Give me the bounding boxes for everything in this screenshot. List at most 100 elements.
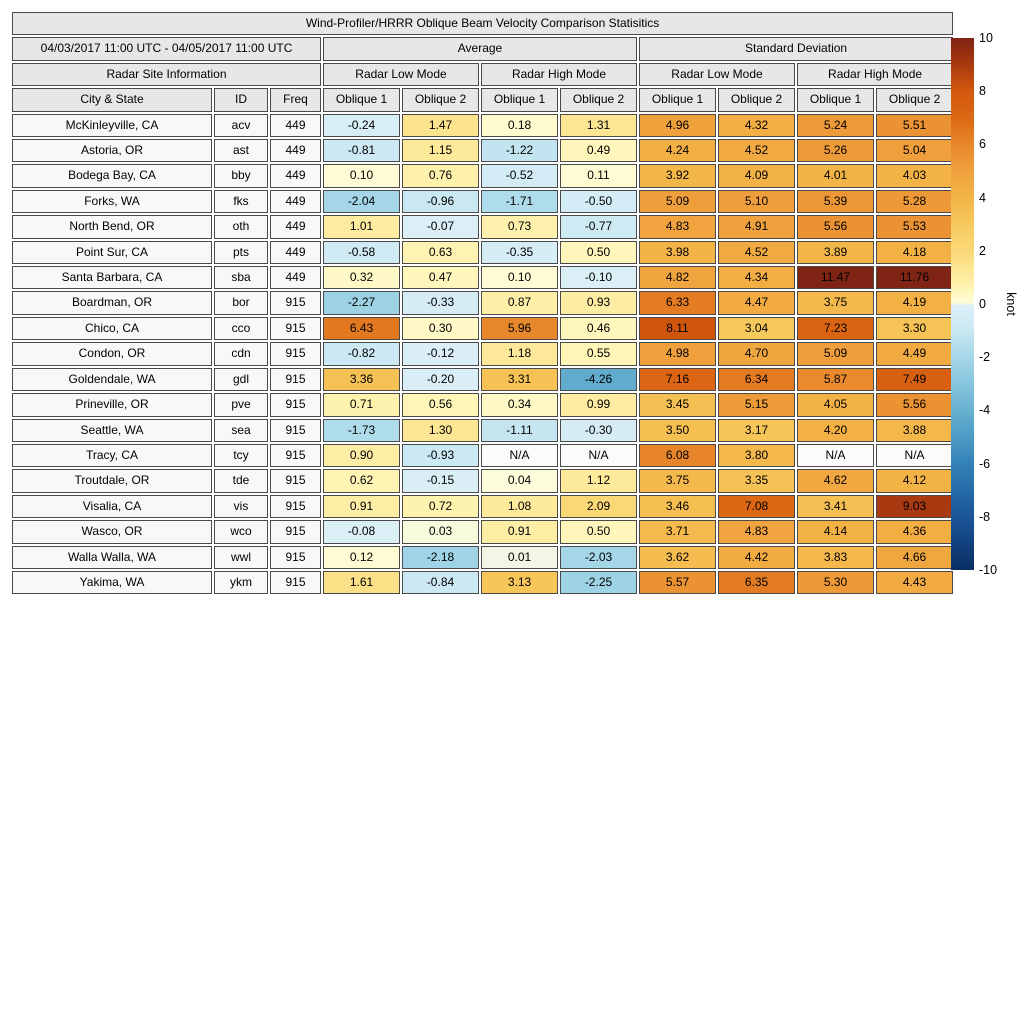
city-cell: Visalia, CA (12, 494, 212, 519)
value-cell: -0.84 (402, 570, 479, 595)
value-cell: 0.91 (481, 520, 558, 544)
value-cell: 0.01 (481, 545, 558, 569)
table-title: Wind-Profiler/HRRR Oblique Beam Velocity… (12, 12, 954, 36)
table-body: McKinleyville, CA acv 449 -0.24 1.47 0.18 1.31… (12, 113, 954, 595)
value-cell: N/A (481, 443, 558, 468)
table-row: Visalia, CA vis 915 0.91 0.72 1.08 2.09 3.46 7.0… (12, 494, 954, 519)
colorbar-tick-label: -4 (979, 403, 991, 418)
value-cell: 4.42 (718, 545, 795, 569)
city-cell: Bodega Bay, CA (12, 164, 212, 188)
freq-cell: 449 (270, 113, 321, 138)
value-cell: N/A (797, 443, 874, 468)
value-cell: 6.34 (718, 367, 795, 392)
value-cell: 5.53 (876, 215, 954, 239)
value-cell: -0.96 (402, 189, 479, 214)
value-cell: 4.05 (797, 393, 874, 417)
value-cell: 3.17 (718, 418, 795, 442)
colorbar: 10 8 6 4 2 0 -2 -4 -6 -8 -10 knot (951, 31, 1024, 577)
title-row: Wind-Profiler/HRRR Oblique Beam Velocity… (12, 12, 954, 36)
city-cell: Tracy, CA (12, 443, 212, 468)
value-cell: 5.56 (876, 393, 954, 417)
value-cell: 0.32 (323, 266, 400, 290)
site-id-cell: bor (214, 291, 268, 315)
colorbar-tick-label: 4 (979, 190, 986, 205)
value-cell: 0.30 (402, 316, 479, 341)
value-cell: 0.93 (560, 291, 637, 315)
city-cell: Condon, OR (12, 342, 212, 366)
column-header-oblique: Oblique 1 (481, 88, 558, 112)
value-cell: 4.82 (639, 266, 716, 290)
value-cell: 8.11 (639, 316, 716, 341)
freq-cell: 915 (270, 570, 321, 595)
table-row: Forks, WA fks 449 -2.04 -0.96 -1.71 -0.50 5.09 5… (12, 189, 954, 214)
value-cell: 3.36 (323, 367, 400, 392)
value-cell: 0.73 (481, 215, 558, 239)
freq-cell: 449 (270, 164, 321, 188)
city-cell: Troutdale, OR (12, 469, 212, 493)
table-row: North Bend, OR oth 449 1.01 -0.07 0.73 -0.77 4.… (12, 215, 954, 239)
value-cell: 0.87 (481, 291, 558, 315)
value-cell: 1.12 (560, 469, 637, 493)
value-cell: 0.63 (402, 240, 479, 265)
value-cell: -0.24 (323, 113, 400, 138)
value-cell: 3.13 (481, 570, 558, 595)
value-cell: 0.99 (560, 393, 637, 417)
city-cell: Santa Barbara, CA (12, 266, 212, 290)
freq-cell: 915 (270, 393, 321, 417)
value-cell: 5.57 (639, 570, 716, 595)
value-cell: -0.50 (560, 189, 637, 214)
value-cell: N/A (560, 443, 637, 468)
value-cell: 5.24 (797, 113, 874, 138)
value-cell: 0.12 (323, 545, 400, 569)
value-cell: 3.46 (639, 494, 716, 519)
table-row: Goldendale, WA gdl 915 3.36 -0.20 3.31 -4.26 7.… (12, 367, 954, 392)
value-cell: 3.31 (481, 367, 558, 392)
value-cell: 0.11 (560, 164, 637, 188)
freq-cell: 915 (270, 342, 321, 366)
colorbar-tick-label: 2 (979, 243, 986, 258)
value-cell: 5.56 (797, 215, 874, 239)
value-cell: 5.09 (639, 189, 716, 214)
value-cell: 4.52 (718, 139, 795, 163)
colorbar-tick-label: -6 (979, 456, 991, 471)
freq-cell: 915 (270, 316, 321, 341)
value-cell: 0.18 (481, 113, 558, 138)
city-cell: Walla Walla, WA (12, 545, 212, 569)
value-cell: 3.71 (639, 520, 716, 544)
table-row: Troutdale, OR tde 915 0.62 -0.15 0.04 1.12 3.75… (12, 469, 954, 493)
value-cell: -2.04 (323, 189, 400, 214)
column-header-id: ID (214, 88, 268, 112)
value-cell: -2.03 (560, 545, 637, 569)
site-id-cell: sea (214, 418, 268, 442)
city-cell: Point Sur, CA (12, 240, 212, 265)
value-cell: 0.03 (402, 520, 479, 544)
stats-table: Wind-Profiler/HRRR Oblique Beam Velocity… (10, 10, 955, 596)
table-row: McKinleyville, CA acv 449 -0.24 1.47 0.18 1.31… (12, 113, 954, 138)
value-cell: 0.71 (323, 393, 400, 417)
value-cell: 11.76 (876, 266, 954, 290)
freq-cell: 449 (270, 266, 321, 290)
value-cell: 5.51 (876, 113, 954, 138)
city-cell: Prineville, OR (12, 393, 212, 417)
site-id-cell: pve (214, 393, 268, 417)
colorbar-tick-label: 0 (979, 297, 986, 311)
table-row: Boardman, OR bor 915 -2.27 -0.33 0.87 0.93 6.33… (12, 291, 954, 315)
site-id-cell: sba (214, 266, 268, 290)
city-cell: Forks, WA (12, 189, 212, 214)
value-cell: 3.04 (718, 316, 795, 341)
value-cell: 0.55 (560, 342, 637, 366)
value-cell: 4.70 (718, 342, 795, 366)
value-cell: 5.28 (876, 189, 954, 214)
city-cell: McKinleyville, CA (12, 113, 212, 138)
value-cell: 7.49 (876, 367, 954, 392)
value-cell: 0.56 (402, 393, 479, 417)
value-cell: -0.81 (323, 139, 400, 163)
column-header-oblique: Oblique 2 (560, 88, 637, 112)
value-cell: 3.83 (797, 545, 874, 569)
value-cell: 4.43 (876, 570, 954, 595)
value-cell: 0.04 (481, 469, 558, 493)
value-cell: 4.98 (639, 342, 716, 366)
site-id-cell: ast (214, 139, 268, 163)
value-cell: 7.16 (639, 367, 716, 392)
value-cell: 6.35 (718, 570, 795, 595)
